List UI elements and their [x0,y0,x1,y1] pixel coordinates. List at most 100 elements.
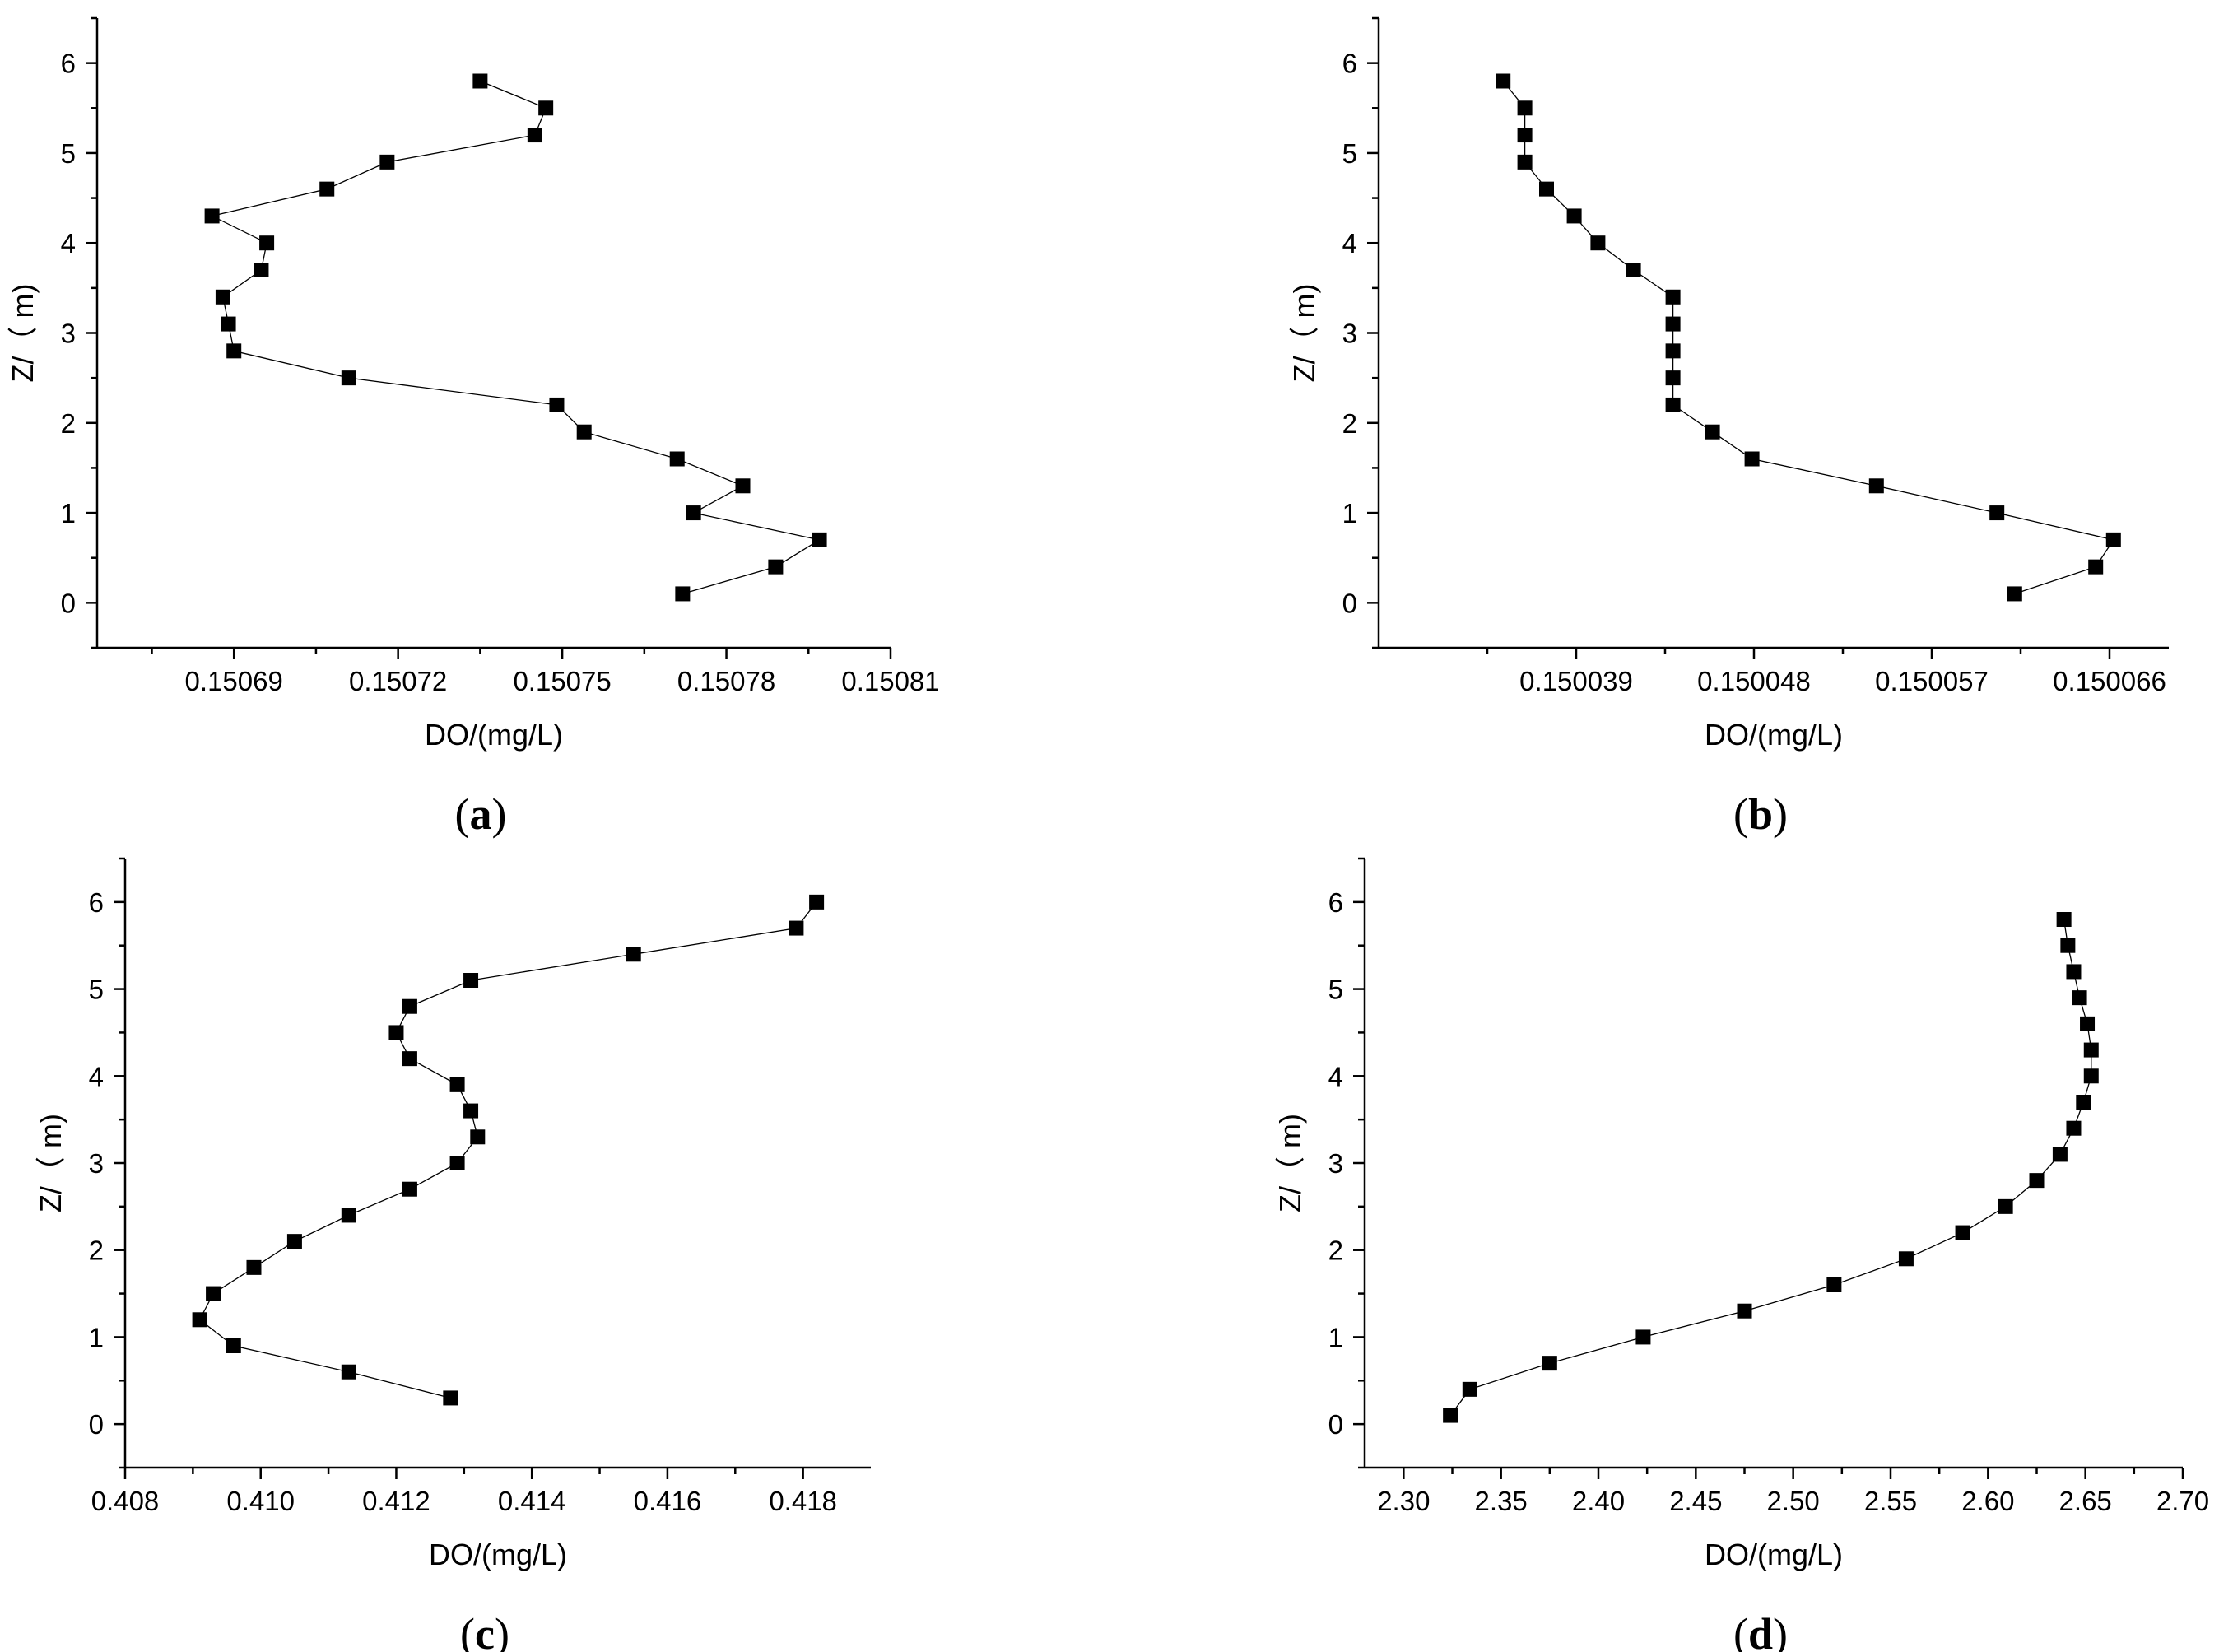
chart-a-x-tick-label: 0.15081 [841,666,939,696]
chart-d-x-tick-label: 2.50 [1767,1486,1820,1516]
panel-b: 0 1 2 3 4 5 6 0.150039 0.150048 0.150057 0.150066 D… [1287,16,2169,839]
chart-d-x-tick-label: 2.60 [1961,1486,2014,1516]
chart-b-data-point [1517,128,1533,143]
chart-b-data-point [2105,532,2121,547]
chart-a-data-point [379,154,395,170]
chart-c-data-point [226,1338,241,1353]
chart-a-data-point [259,235,275,251]
chart-a-y-tick-label: 0 [61,588,76,618]
chart-b-x-tick-label: 0.150066 [2053,666,2166,696]
chart-c-data-point [449,1156,465,1170]
chart-c-x-tick-label: 0.408 [91,1486,160,1516]
chart-d-y-tick-label: 3 [1328,1148,1343,1179]
chart-d-x-tick-label: 2.70 [2156,1486,2209,1516]
chart-c-y-tick-label: 1 [89,1322,104,1352]
chart-c-x-tick-label: 0.416 [634,1486,702,1516]
chart-b-x-axis-title: DO/(mg/L) [1705,718,1843,752]
chart-b-data-point [1590,235,1606,251]
chart-c-x-axis-title: DO/(mg/L) [429,1538,567,1571]
chart-a-x-tick-label: 0.15078 [677,666,775,696]
chart-a-data-point [576,424,592,440]
chart-c-data-point [192,1312,207,1328]
chart-a-data-point [527,128,542,143]
chart-b-data-point [1539,181,1554,197]
chart-c-data-point [388,1025,404,1040]
chart-b-panel-label: (b) [1733,789,1788,839]
panel-a: 0 1 2 3 4 5 6 0.15069 0.15072 0.15075 0.15078 0.150… [6,16,940,839]
chart-d-data-point [2052,1147,2068,1162]
chart-b-data-point [1989,505,2005,521]
chart-c-data-point [341,1208,356,1223]
chart-a-x-tick-label: 0.15072 [349,666,447,696]
chart-b-y-tick-label: 2 [1342,408,1357,439]
chart-a-y-tick-label: 6 [61,49,76,79]
chart-a-series-line [210,80,821,595]
chart-c-y-tick-label: 5 [89,975,104,1005]
chart-b-data-point [1566,208,1582,224]
panel-d: 0 1 2 3 4 5 6 2.30 2.35 2.40 2.45 2.50 2.55 2.60 2.65 2… [1273,857,2209,1652]
chart-d-y-tick-label: 1 [1328,1322,1343,1352]
chart-d-y-tick-label: 5 [1328,975,1343,1005]
chart-b-data-point [1665,397,1681,412]
chart-b-y-tick-label: 5 [1342,138,1357,169]
chart-c-data-point [463,1103,479,1119]
chart-c-data-point [341,1364,356,1380]
chart-b-data-point [1517,154,1533,170]
chart-c-data-point [463,973,479,988]
chart-d-x-tick-label: 2.30 [1377,1486,1430,1516]
chart-d-x-tick-label: 2.40 [1572,1486,1625,1516]
chart-d-data-point [1462,1381,1477,1397]
chart-d-data-point [1955,1225,1970,1240]
chart-a-x-tick-label: 0.15069 [185,666,283,696]
chart-a-x-tick-label: 0.15075 [513,666,611,696]
chart-d-x-tick-label: 2.65 [2059,1486,2112,1516]
chart-a-data-point [472,73,488,89]
chart-c-data-point [402,998,417,1014]
chart-a-data-point [204,208,220,224]
chart-c-data-point [789,920,804,936]
chart-d-x-tick-label: 2.45 [1669,1486,1722,1516]
chart-a-data-point [735,478,751,494]
chart-b-data-point [1744,451,1760,467]
chart-c-x-tick-label: 0.412 [362,1486,430,1516]
chart-b-y-tick-label: 6 [1342,49,1357,79]
chart-a-y-tick-label: 1 [61,498,76,528]
chart-a-data-point [538,100,554,116]
chart-a-y-tick-label: 4 [61,228,76,258]
chart-b-data-point [1626,263,1641,277]
chart-c-series-line [198,901,817,1399]
chart-b-data-point [1517,100,1533,116]
chart-b-x-tick-label: 0.150057 [1875,666,1989,696]
chart-d-series-line [1449,919,2092,1416]
chart-a-data-point [254,263,269,277]
chart-a-data-point [226,343,242,359]
chart-c-y-tick-label: 0 [89,1409,104,1440]
chart-a-data-point [675,586,691,602]
chart-b-data-point [1705,424,1720,440]
chart-b-y-tick-label: 3 [1342,319,1357,349]
chart-d-x-axis-title: DO/(mg/L) [1705,1538,1843,1571]
chart-c-y-tick-label: 4 [89,1061,104,1091]
chart-d-y-tick-label: 6 [1328,887,1343,918]
chart-c-x-tick-label: 0.410 [226,1486,295,1516]
chart-d-panel-label: (d) [1733,1609,1788,1652]
chart-c-y-tick-label: 2 [89,1236,104,1266]
chart-a-data-point [221,316,236,332]
chart-d-data-point [2056,912,2072,927]
chart-d-y-tick-label: 2 [1328,1236,1343,1266]
chart-b-data-point [1665,370,1681,386]
chart-d-data-point [2066,964,2082,980]
chart-d-y-axis-title: Z/（ m) [1273,1114,1307,1212]
chart-d-y-tick-label: 4 [1328,1061,1343,1091]
chart-d-data-point [2076,1095,2091,1110]
chart-a-y-axis-title: Z/（ m) [6,284,40,383]
chart-a-panel-label: (a) [455,789,507,839]
chart-d-data-point [2060,938,2076,953]
chart-b-data-point [1868,478,1884,494]
chart-d-data-point [1826,1277,1842,1292]
chart-b-x-tick-label: 0.150039 [1519,666,1633,696]
chart-d-data-point [1998,1198,2013,1214]
chart-a-x-axis-title: DO/(mg/L) [425,718,563,752]
chart-c-y-tick-label: 3 [89,1148,104,1179]
